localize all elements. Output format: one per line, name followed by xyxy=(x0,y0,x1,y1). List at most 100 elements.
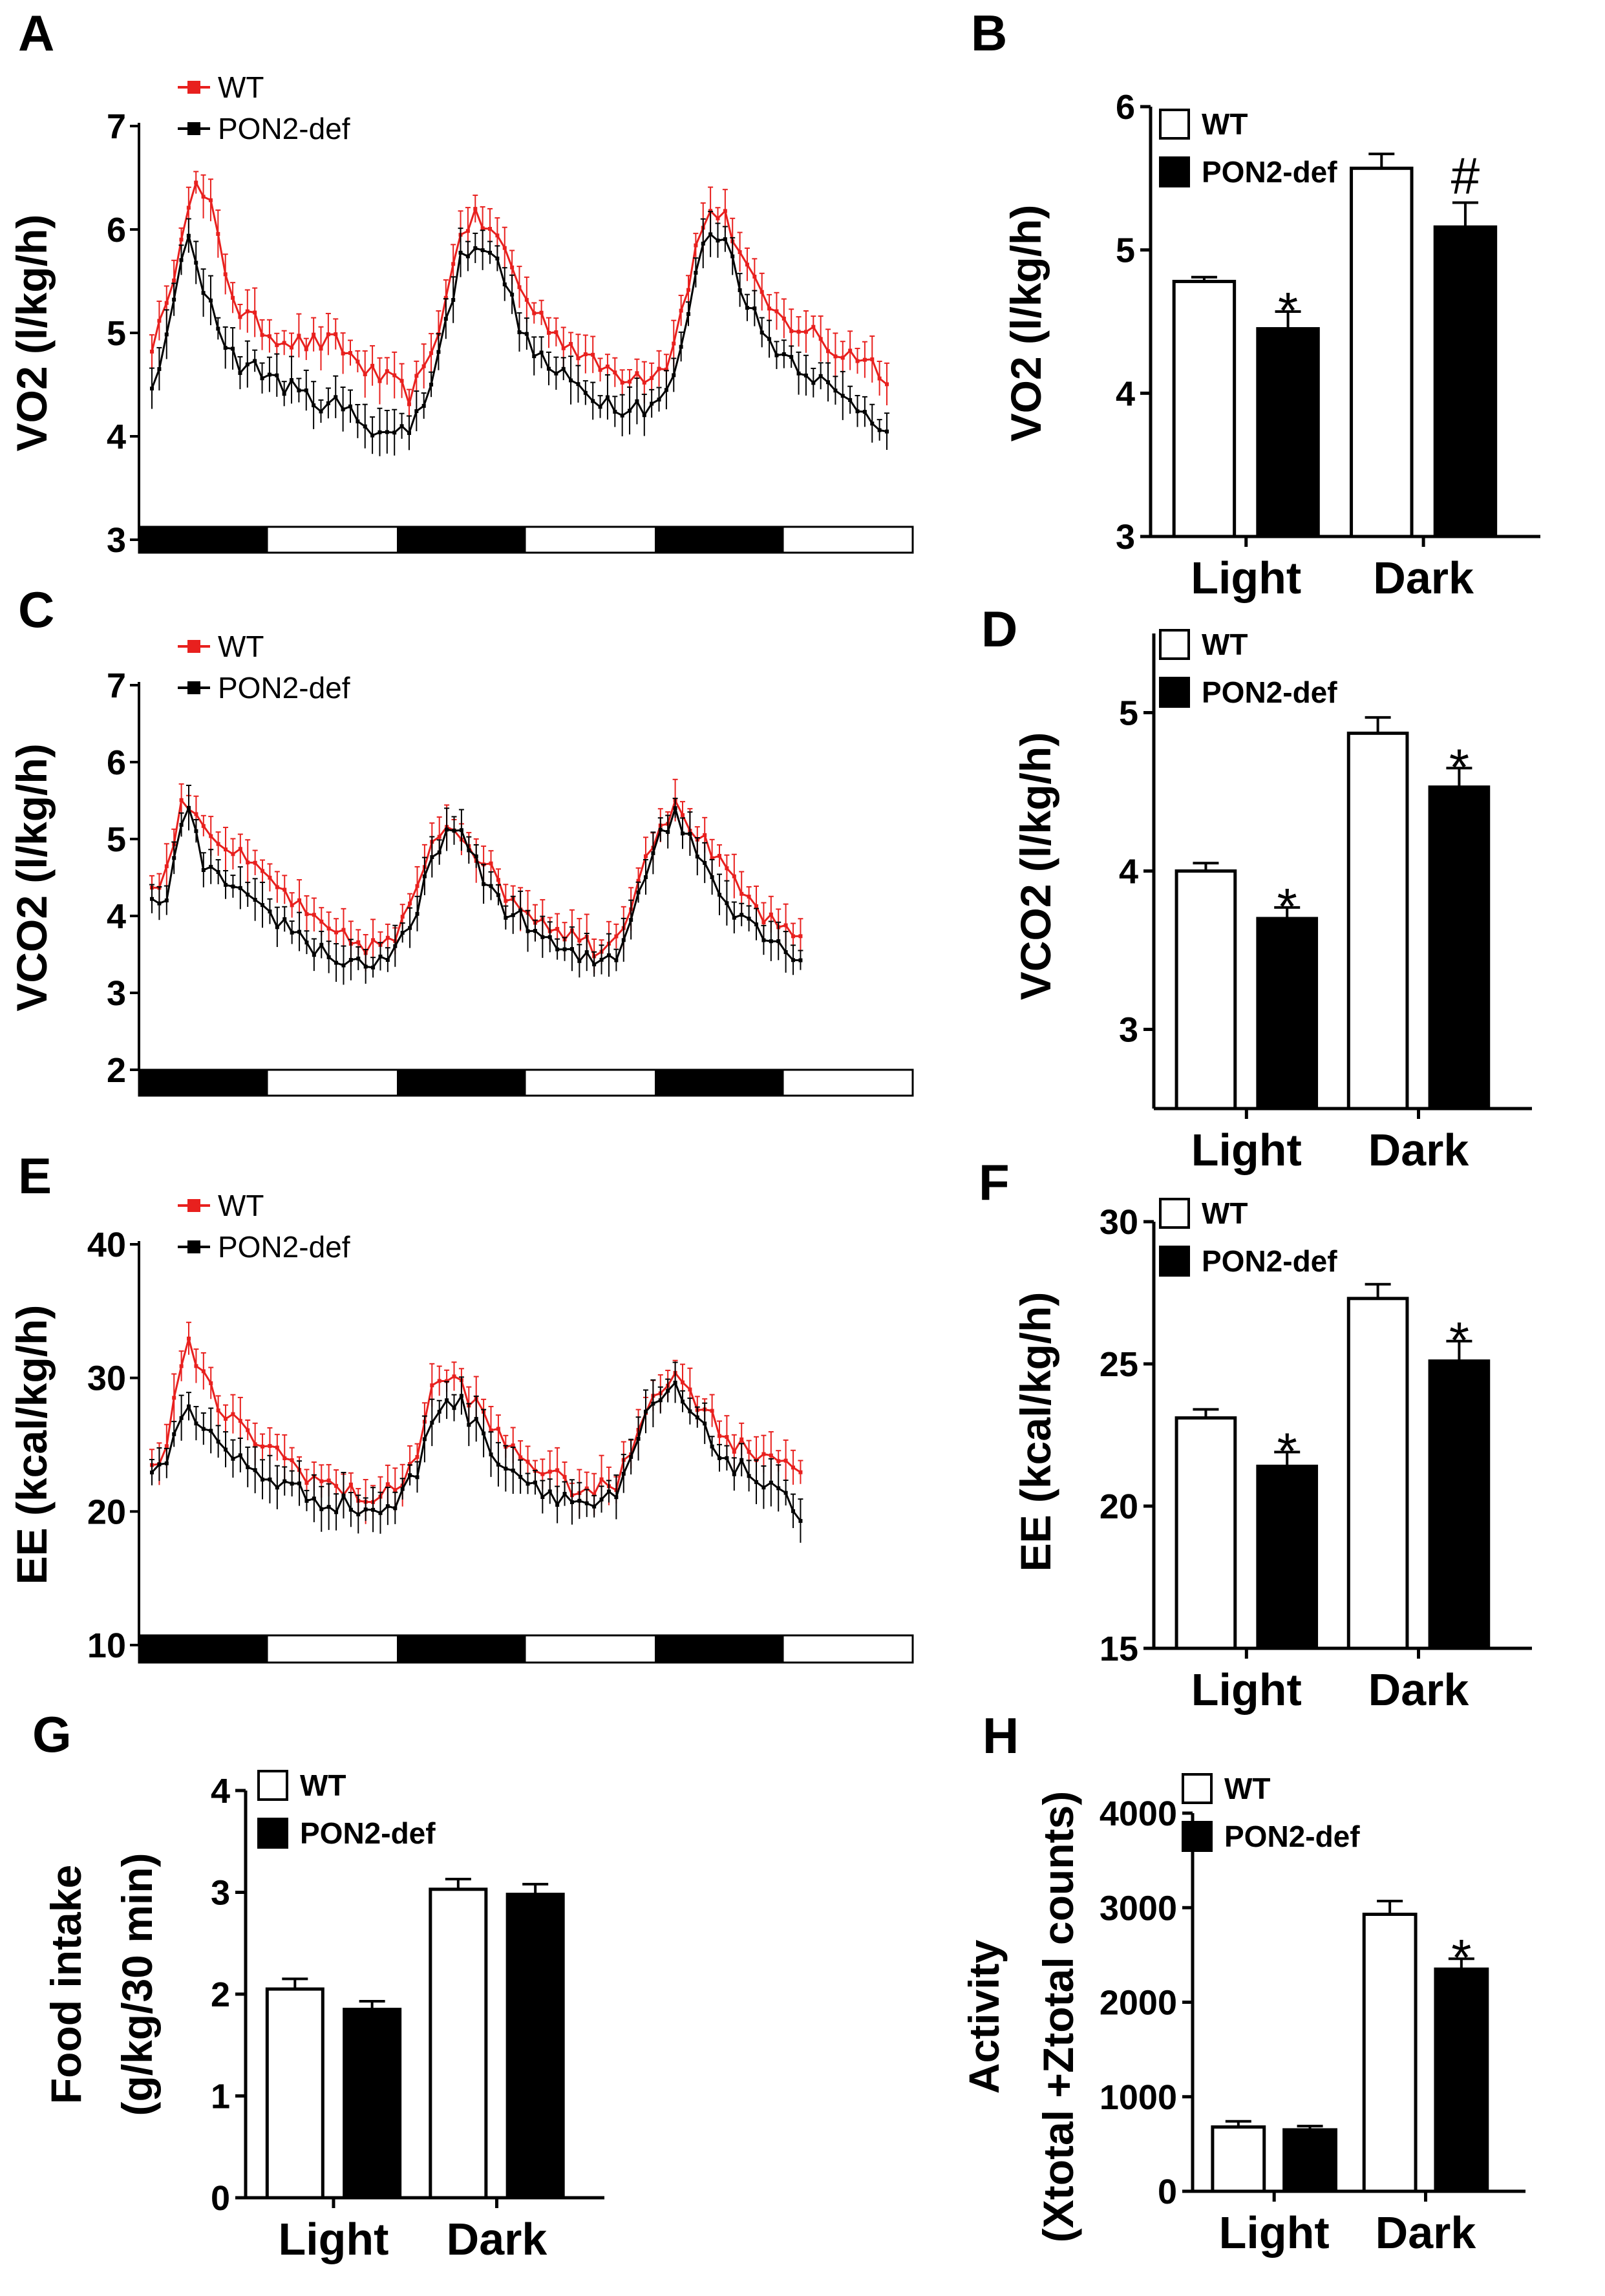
data-point xyxy=(356,956,361,961)
data-point xyxy=(363,964,368,969)
data-point xyxy=(290,1482,294,1486)
data-point xyxy=(754,922,759,927)
data-point xyxy=(502,282,507,286)
y-tick-label: 3 xyxy=(107,974,126,1013)
data-point xyxy=(598,368,602,372)
data-point xyxy=(752,306,757,311)
bar-wt-light xyxy=(1211,2125,1266,2193)
data-point xyxy=(716,239,720,243)
data-point xyxy=(408,1473,412,1478)
data-point xyxy=(443,317,448,321)
data-point xyxy=(620,380,624,385)
data-point xyxy=(694,270,698,275)
data-point xyxy=(224,1416,228,1421)
data-point xyxy=(430,1383,434,1388)
y-tick-label: 1 xyxy=(211,2078,230,2116)
dark-period xyxy=(655,1635,784,1663)
data-point xyxy=(833,354,838,359)
data-point xyxy=(385,1482,390,1487)
data-point xyxy=(798,934,803,939)
data-point xyxy=(489,884,493,888)
data-point xyxy=(745,262,749,267)
legend-label: PON2-def xyxy=(218,671,350,705)
data-point xyxy=(680,1399,685,1404)
data-point xyxy=(187,1404,191,1408)
data-point xyxy=(583,352,588,357)
legend-label: PON2-def xyxy=(1224,1820,1360,1853)
data-point xyxy=(717,1456,722,1460)
y-tick-label: 40 xyxy=(87,1226,126,1264)
data-point xyxy=(532,311,537,315)
data-point xyxy=(635,399,639,403)
data-point xyxy=(658,827,663,832)
data-point xyxy=(673,1380,677,1385)
data-point xyxy=(628,379,632,384)
data-point xyxy=(510,265,515,270)
data-point xyxy=(614,958,619,962)
legend-swatch xyxy=(1159,109,1190,140)
data-point xyxy=(650,376,654,380)
data-point xyxy=(437,834,441,839)
data-point xyxy=(164,864,169,869)
data-point xyxy=(334,395,338,399)
data-point xyxy=(282,917,287,922)
data-point xyxy=(745,306,749,310)
data-point xyxy=(664,388,668,392)
data-point xyxy=(577,939,582,943)
data-point xyxy=(253,359,257,363)
data-point xyxy=(451,262,456,266)
data-point xyxy=(554,330,558,334)
data-point xyxy=(473,246,478,250)
data-point xyxy=(540,1494,545,1499)
data-point xyxy=(385,958,390,962)
data-point xyxy=(540,935,545,939)
data-point xyxy=(312,332,316,337)
data-point xyxy=(636,878,641,883)
y-axis-label: EE (kcal/kg/h) xyxy=(1012,1292,1059,1572)
data-point xyxy=(312,913,316,917)
data-point xyxy=(430,1420,434,1425)
data-point xyxy=(569,342,573,346)
data-point xyxy=(848,348,853,353)
y-axis-label: Activity xyxy=(960,1940,1008,2094)
panel-label-g: G xyxy=(32,1706,72,1763)
data-point xyxy=(363,372,367,377)
bar-pon2-def-dark xyxy=(1434,1967,1489,2193)
data-point xyxy=(769,1480,773,1485)
data-point xyxy=(532,354,537,359)
series-wt xyxy=(149,171,889,420)
data-point xyxy=(798,1518,803,1523)
data-point xyxy=(774,309,779,314)
data-point xyxy=(526,1460,530,1464)
data-point xyxy=(789,329,794,334)
data-point xyxy=(172,1432,176,1436)
data-point xyxy=(290,345,294,350)
y-tick-label: 25 xyxy=(1100,1345,1138,1384)
data-point xyxy=(474,854,478,858)
data-point xyxy=(555,1468,560,1472)
data-point xyxy=(326,1478,331,1483)
data-point xyxy=(561,346,566,350)
data-point xyxy=(297,930,302,934)
data-point xyxy=(436,350,441,354)
data-point xyxy=(326,1505,331,1509)
data-point xyxy=(518,1474,523,1479)
data-point xyxy=(811,381,816,385)
data-point xyxy=(393,944,398,948)
bar-pon2-def-light xyxy=(1256,1464,1319,1650)
data-point xyxy=(577,1498,582,1503)
data-point xyxy=(459,1394,463,1398)
data-point xyxy=(761,1452,766,1456)
data-point xyxy=(356,359,360,364)
data-point xyxy=(370,363,375,368)
data-point xyxy=(555,927,560,931)
data-point xyxy=(319,1479,324,1483)
data-point xyxy=(680,831,685,836)
light-period xyxy=(787,531,909,549)
data-point xyxy=(496,893,500,897)
data-point xyxy=(730,254,735,259)
data-point xyxy=(326,926,331,931)
data-point xyxy=(511,1468,515,1472)
data-point xyxy=(657,398,661,402)
significance-marker: * xyxy=(1449,1312,1469,1369)
